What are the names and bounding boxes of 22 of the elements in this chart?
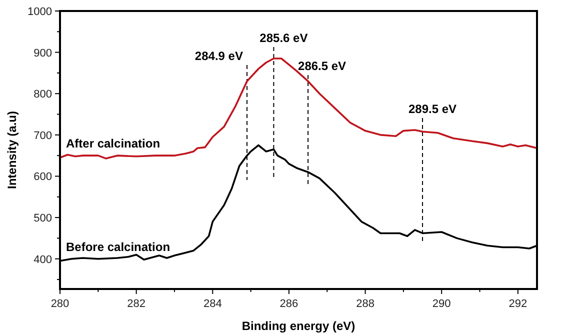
- x-axis-title: Binding energy (eV): [242, 319, 356, 333]
- y-tick-label: 800: [34, 88, 52, 101]
- y-tick-label: 900: [34, 47, 52, 60]
- y-tick-label: 500: [34, 212, 52, 225]
- ref-line-label: 284.9 eV: [194, 49, 243, 63]
- ref-line-label: 286.5 eV: [298, 59, 346, 73]
- ref-line-label: 285.6 eV: [260, 31, 308, 45]
- y-tick-label: 400: [34, 254, 52, 266]
- y-tick-label: 700: [34, 130, 52, 142]
- x-tick-label: 292: [508, 298, 528, 310]
- series-label: After calcination: [66, 136, 160, 151]
- y-axis-title: Intensity (a.u): [5, 110, 19, 190]
- y-tick-label: 1000: [28, 6, 52, 18]
- x-tick-label: 284: [203, 298, 222, 310]
- x-tick-label: 280: [50, 298, 70, 310]
- series-label: Before calcination: [66, 240, 170, 254]
- x-tick-label: 288: [356, 298, 374, 310]
- x-tick-label: 286: [280, 298, 298, 310]
- x-tick-label: 282: [127, 298, 146, 310]
- x-tick-label: 290: [432, 298, 451, 310]
- y-tick-label: 600: [34, 171, 52, 184]
- ref-line-label: 289.5 eV: [408, 102, 457, 116]
